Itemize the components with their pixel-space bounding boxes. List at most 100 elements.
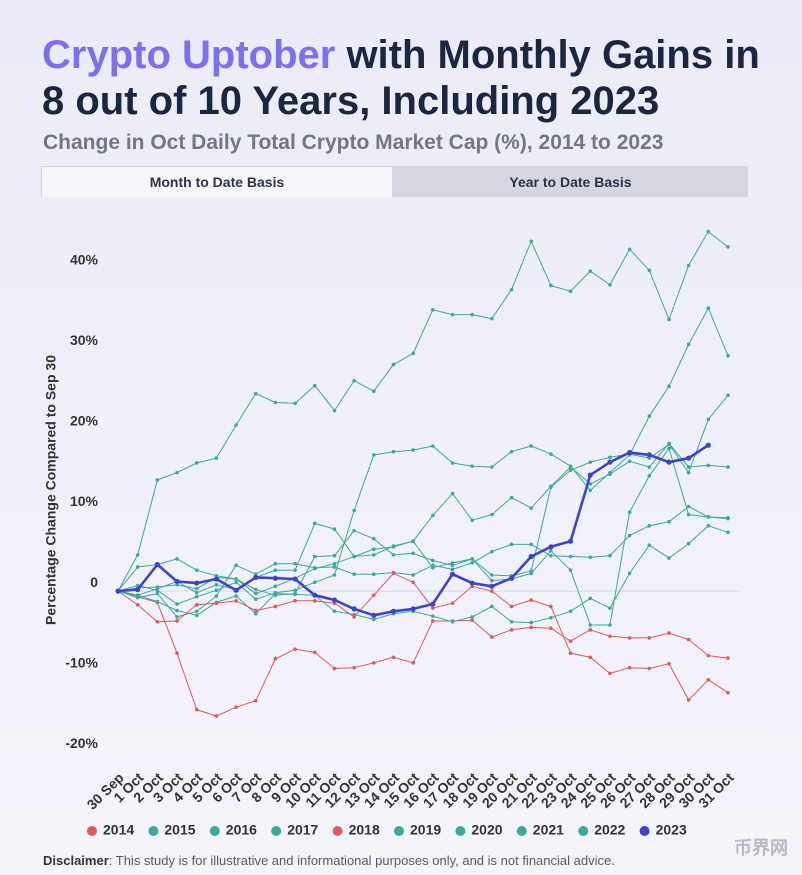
- point: [411, 448, 415, 452]
- point: [175, 602, 179, 606]
- point: [647, 465, 652, 469]
- point: [608, 606, 612, 610]
- point: [549, 553, 553, 558]
- point: [372, 553, 376, 557]
- point: [372, 593, 376, 597]
- point: [608, 634, 612, 639]
- point: [214, 601, 219, 606]
- point: [588, 555, 593, 560]
- point: [567, 538, 574, 544]
- point: [371, 612, 377, 618]
- legend-label: 2016: [226, 822, 257, 838]
- point: [135, 603, 140, 607]
- legend-label: 2021: [533, 822, 564, 838]
- point: [666, 459, 672, 465]
- point: [273, 657, 278, 661]
- point: [667, 446, 671, 451]
- point: [706, 653, 711, 658]
- point: [332, 666, 337, 671]
- legend-marker: [148, 826, 159, 836]
- point: [253, 587, 258, 592]
- point: [253, 574, 259, 581]
- point: [726, 393, 730, 398]
- point: [705, 442, 711, 448]
- point: [135, 586, 141, 593]
- point: [332, 408, 337, 413]
- disclaimer-label: Disclaimer: [43, 853, 109, 868]
- point: [312, 383, 317, 388]
- title-rest: with Monthly Gains in 8 out of 10 Years,…: [42, 33, 760, 123]
- point: [529, 542, 534, 547]
- point: [293, 591, 297, 596]
- point: [253, 591, 258, 596]
- point: [293, 599, 297, 603]
- point: [273, 400, 278, 405]
- point: [155, 599, 160, 604]
- point: [686, 541, 691, 546]
- title-highlight: Crypto Uptober: [42, 33, 336, 77]
- legend-label: 2019: [410, 822, 441, 838]
- point: [312, 521, 317, 526]
- point: [234, 594, 238, 598]
- point: [175, 651, 179, 656]
- point: [411, 351, 415, 356]
- point: [312, 650, 317, 655]
- y-tick-label: 10%: [70, 493, 99, 509]
- legend-marker: [332, 826, 343, 836]
- point: [470, 312, 474, 317]
- legend-label: 2018: [349, 822, 380, 838]
- point: [568, 568, 573, 572]
- point: [508, 575, 515, 581]
- subtitle: Change in Oct Daily Total Crypto Market …: [43, 131, 664, 154]
- point: [647, 414, 652, 419]
- point: [293, 647, 297, 651]
- point: [292, 576, 298, 582]
- point: [431, 606, 435, 610]
- point: [352, 665, 356, 670]
- point: [194, 586, 199, 591]
- point: [490, 316, 494, 321]
- legend-marker: [87, 826, 97, 836]
- point: [568, 651, 573, 656]
- point: [135, 593, 140, 597]
- point: [450, 567, 455, 572]
- point: [686, 455, 692, 461]
- point: [273, 604, 278, 609]
- point: [549, 484, 553, 489]
- point: [568, 639, 573, 643]
- point: [293, 401, 297, 406]
- point: [627, 533, 632, 538]
- point: [115, 588, 121, 594]
- point: [667, 384, 671, 389]
- point: [253, 391, 258, 396]
- y-tick-label: -10%: [65, 654, 98, 670]
- point: [273, 584, 278, 589]
- point: [686, 512, 691, 517]
- point: [667, 661, 671, 666]
- point: [490, 578, 494, 583]
- point: [352, 378, 356, 383]
- point: [234, 599, 238, 603]
- point: [332, 609, 337, 614]
- point: [352, 572, 356, 577]
- point: [470, 618, 474, 622]
- point: [135, 553, 140, 557]
- legend-marker: [271, 826, 282, 836]
- y-axis-label: Percentage Change Compared to Sep 30: [43, 355, 59, 625]
- point: [608, 472, 612, 477]
- point: [686, 504, 691, 509]
- point: [627, 247, 632, 252]
- point: [352, 615, 356, 619]
- point: [391, 571, 396, 576]
- point: [490, 512, 494, 517]
- point: [608, 553, 612, 558]
- tab[interactable]: Year to Date Basis: [393, 166, 748, 197]
- point: [449, 571, 456, 577]
- point: [352, 508, 356, 513]
- point: [391, 545, 396, 549]
- point: [529, 598, 534, 602]
- tab-active[interactable]: Month to Date Basis: [41, 166, 393, 197]
- point: [332, 553, 337, 558]
- point: [253, 608, 258, 613]
